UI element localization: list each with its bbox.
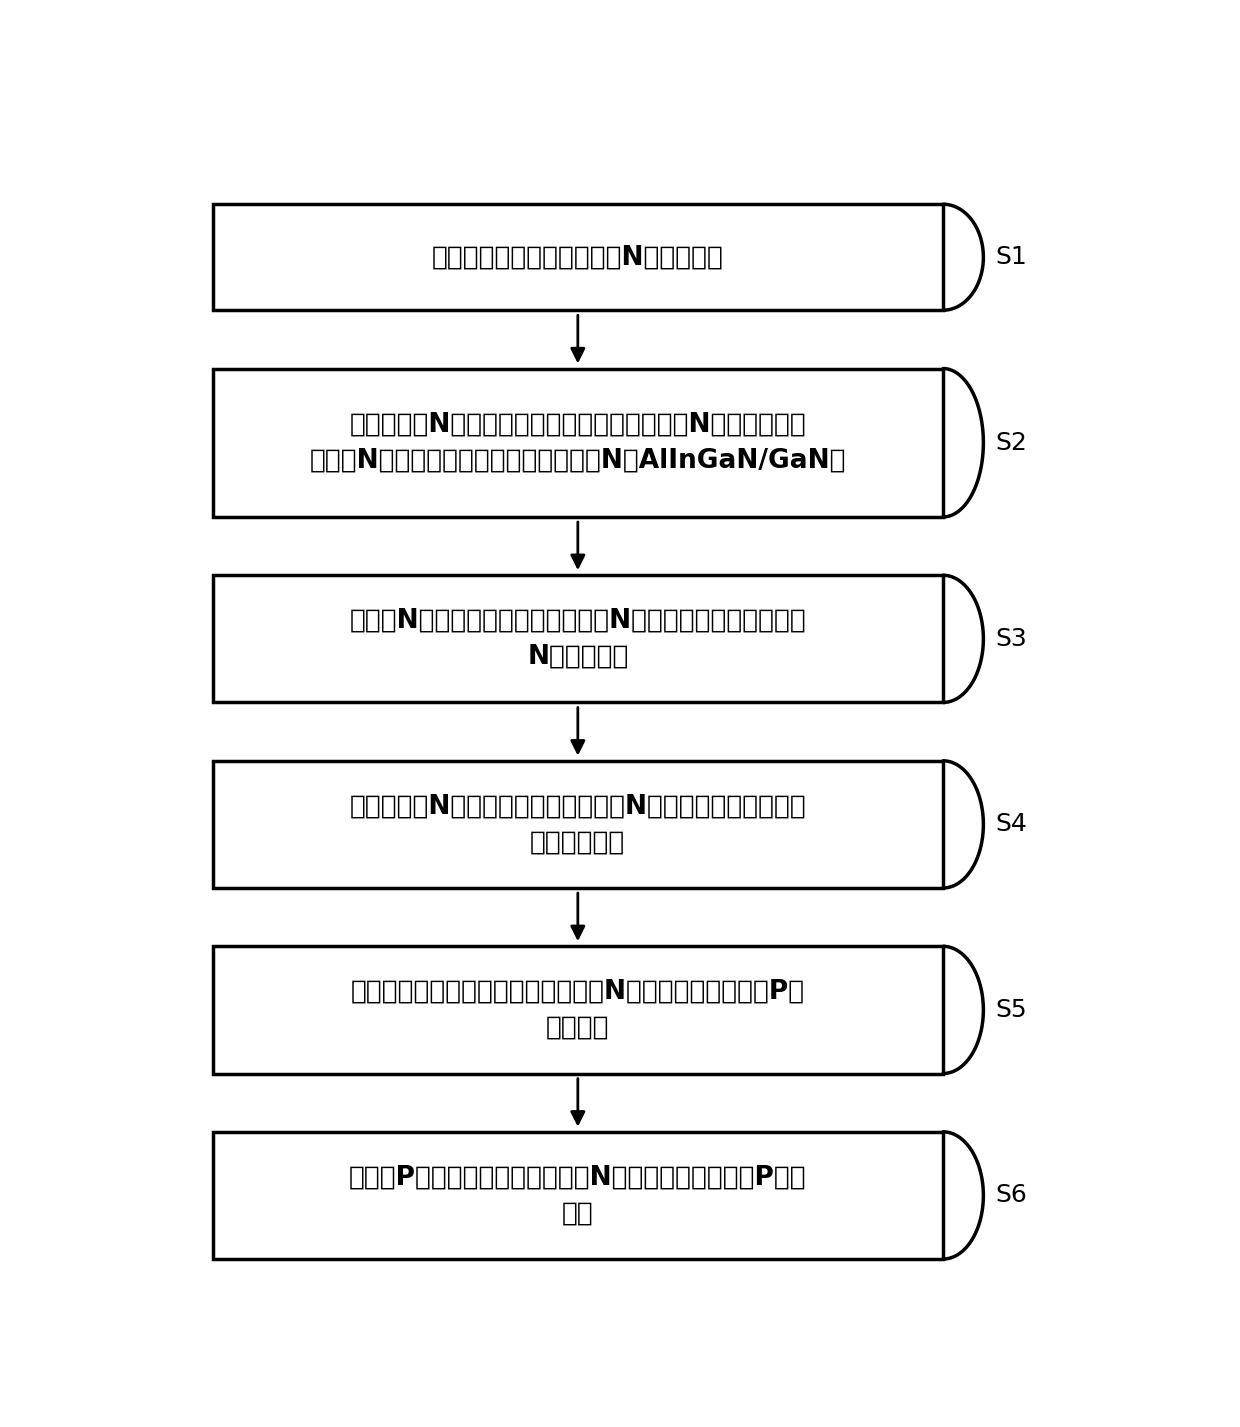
Text: 在所述第二N型半导体层背离所述第一N型半导体层一侧生长多
量子阱有源层: 在所述第二N型半导体层背离所述第一N型半导体层一侧生长多 量子阱有源层	[350, 793, 806, 855]
Text: S3: S3	[994, 626, 1027, 651]
Bar	[213, 946, 942, 1073]
Bar	[213, 575, 942, 702]
Text: 在所述第一N型半导体层背离所述基底一侧生长N型电子阻挡层
，所述N型电子阻挡层为预设生长周期的N型AlInGaN/GaN层: 在所述第一N型半导体层背离所述基底一侧生长N型电子阻挡层 ，所述N型电子阻挡层为…	[310, 412, 846, 474]
Text: S4: S4	[994, 812, 1027, 836]
Bar	[213, 204, 942, 310]
Text: S6: S6	[994, 1183, 1027, 1207]
Bar	[213, 368, 942, 517]
Text: 在所述P型半导体层背离所述第一N型半导体层一侧生长P型接
触层: 在所述P型半导体层背离所述第一N型半导体层一侧生长P型接 触层	[348, 1164, 807, 1226]
Text: S2: S2	[994, 431, 1027, 455]
Bar	[213, 761, 942, 888]
Text: S5: S5	[994, 997, 1027, 1022]
Text: 在所述多量子阱有源层背离所述第一N型半导体层一侧生长P型
半导体层: 在所述多量子阱有源层背离所述第一N型半导体层一侧生长P型 半导体层	[351, 979, 805, 1040]
Text: S1: S1	[994, 245, 1027, 270]
Text: 在基底的生长面上生长第一N型半导体层: 在基底的生长面上生长第一N型半导体层	[432, 244, 724, 270]
Bar	[213, 1132, 942, 1259]
Text: 在所述N型电子阻挡层背离所述第一N型半导体层一侧生长第二
N型半导体层: 在所述N型电子阻挡层背离所述第一N型半导体层一侧生长第二 N型半导体层	[350, 608, 806, 669]
